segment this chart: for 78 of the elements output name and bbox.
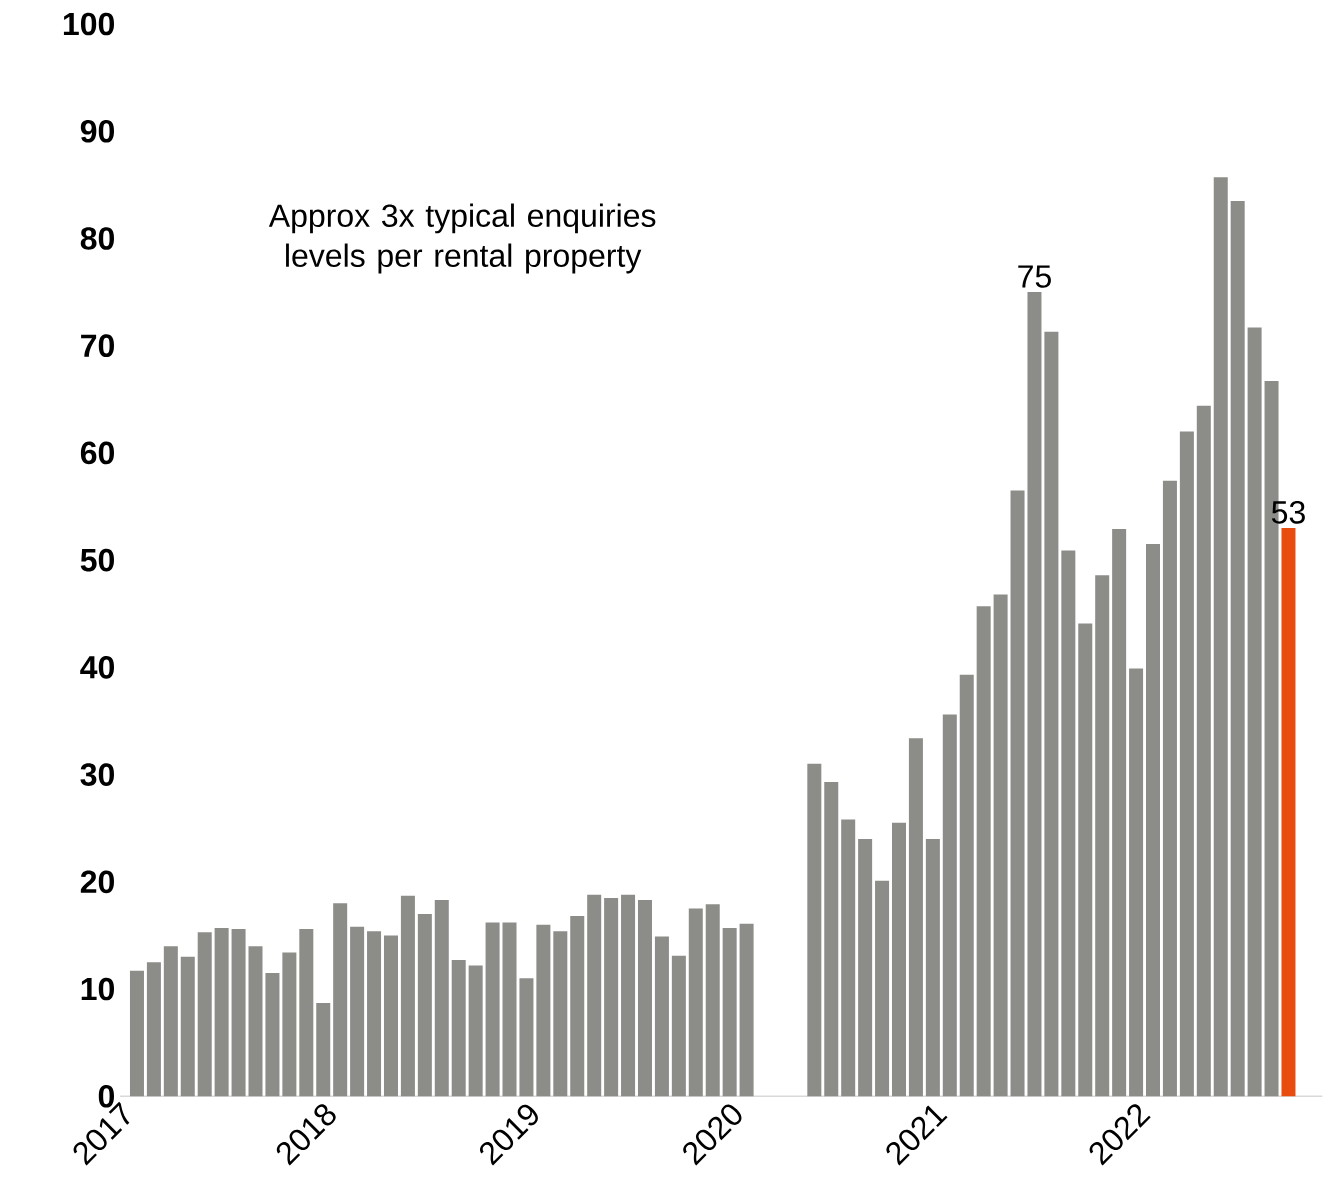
bar — [265, 972, 280, 1097]
bar — [1281, 527, 1296, 1097]
y-tick-label: 60 — [80, 441, 114, 465]
bar — [367, 931, 382, 1097]
bar — [383, 935, 398, 1097]
bar — [1112, 529, 1127, 1097]
y-tick-label: 30 — [80, 763, 114, 786]
bar — [502, 922, 517, 1097]
bar — [299, 929, 314, 1097]
y-tick-label: 70 — [81, 334, 114, 358]
bar — [553, 931, 568, 1097]
y-tick-label: 10 — [81, 977, 114, 1001]
data-label: 75 — [1018, 265, 1051, 288]
bar — [1010, 490, 1025, 1097]
bar — [400, 895, 415, 1097]
bar — [1044, 331, 1059, 1097]
bar — [248, 946, 263, 1097]
data-label: 53 — [1271, 501, 1305, 524]
bar — [163, 946, 178, 1097]
bar — [739, 923, 754, 1097]
bar — [875, 880, 890, 1097]
bar — [1095, 575, 1110, 1097]
bar — [1230, 200, 1245, 1097]
bar — [637, 900, 652, 1097]
bar — [858, 838, 873, 1097]
y-tick-label: 50 — [80, 548, 114, 572]
y-tick-label: 100 — [63, 12, 114, 36]
bar — [468, 965, 483, 1097]
bar — [519, 978, 534, 1097]
bar — [1179, 431, 1194, 1097]
bar — [434, 900, 449, 1097]
bar — [841, 819, 856, 1097]
bar — [536, 924, 551, 1097]
bar — [333, 903, 348, 1097]
y-tick-label: 80 — [80, 227, 114, 250]
bar — [451, 960, 466, 1097]
bar — [908, 738, 923, 1097]
bar — [587, 894, 602, 1097]
bar — [925, 838, 940, 1097]
bar — [891, 822, 906, 1097]
bar — [1213, 177, 1228, 1097]
y-tick-label: 40 — [80, 656, 114, 679]
bar — [1129, 668, 1144, 1097]
bar — [485, 922, 500, 1097]
bar — [654, 936, 669, 1097]
bar — [688, 908, 703, 1097]
bar — [604, 897, 619, 1097]
bar — [1027, 292, 1042, 1097]
bar — [722, 927, 737, 1097]
bar — [1146, 544, 1161, 1097]
bar — [180, 956, 195, 1097]
y-tick-label: 90 — [80, 119, 114, 143]
bar — [1196, 405, 1211, 1097]
bar — [1078, 623, 1093, 1097]
bar — [214, 927, 229, 1097]
bar — [1162, 480, 1177, 1097]
bar — [146, 962, 161, 1097]
bar — [621, 894, 636, 1097]
bar — [417, 913, 432, 1097]
bar — [976, 606, 991, 1097]
bar — [993, 594, 1008, 1097]
bar — [824, 782, 839, 1097]
bar — [705, 904, 720, 1097]
y-tick-label: 20 — [80, 870, 114, 894]
bar — [197, 932, 212, 1097]
bar — [231, 929, 246, 1097]
bar — [129, 970, 144, 1097]
bar — [1061, 550, 1076, 1097]
bar — [1247, 327, 1262, 1097]
annotation: Approx 3x typical enquiries levels per rental property — [268, 203, 656, 274]
bar — [942, 714, 957, 1097]
bar — [671, 955, 686, 1097]
bar — [350, 926, 365, 1097]
bar — [316, 1002, 331, 1097]
bar — [570, 916, 585, 1097]
bar — [282, 952, 297, 1097]
bar — [959, 674, 974, 1097]
bar — [807, 763, 822, 1097]
